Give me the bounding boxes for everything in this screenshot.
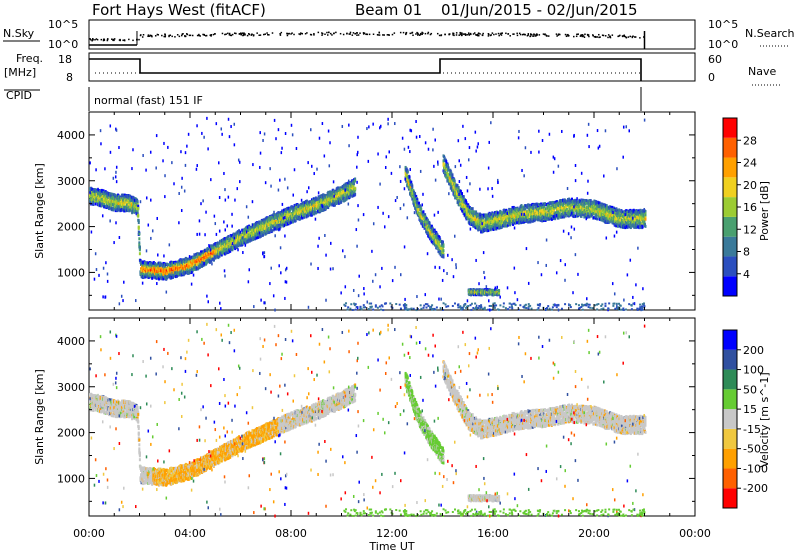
cpid-label: CPID: [6, 89, 32, 102]
beam-label: Beam 01: [355, 1, 422, 19]
colorbar-tick-label: 200: [743, 344, 764, 357]
y-tick-label: 2000: [57, 427, 85, 440]
nsearch-label: N.Search: [745, 27, 795, 40]
power-panel: 1000 2000 3000 4000 Slant Range [km]: [33, 111, 696, 312]
power-ylabel: Slant Range [km]: [33, 163, 46, 259]
velocity-colorbar: 200 100 50 15 -15 -50 -100 -200: [722, 329, 768, 509]
colorbar-tick-label: 28: [743, 134, 757, 147]
x-tick-label: 20:00: [578, 527, 610, 540]
x-tick-label: 00:00: [679, 527, 711, 540]
y-tick-label: 4000: [57, 129, 85, 142]
freq-trace: [89, 58, 642, 81]
x-tick-label: 12:00: [376, 527, 408, 540]
freq-panel: Freq. [MHz] 18 8 60 0 Nave: [4, 52, 782, 86]
nsky-tick-bottom: 10^0: [48, 38, 78, 51]
colorbar-tick-label: 50: [743, 383, 757, 396]
y-tick-label: 3000: [57, 381, 85, 394]
colorbar-tick-label: -15: [743, 423, 761, 436]
nave-label: Nave: [748, 65, 776, 78]
power-colorbar-label: Power [dB]: [758, 181, 771, 241]
station-title: Fort Hays West (fitACF): [92, 1, 266, 19]
colorbar-tick-label: 4: [743, 268, 750, 281]
freq-tick-bottom: 8: [66, 71, 73, 84]
colorbar-tick-label: 24: [743, 157, 757, 170]
noise-trace: [89, 31, 646, 49]
velocity-panel: 1000 2000 3000 4000 Slant Range [km]: [33, 317, 696, 518]
colorbar-tick-label: 20: [743, 179, 757, 192]
velocity-data: [89, 322, 647, 518]
colorbar-tick-label: 8: [743, 246, 750, 259]
nave-tick-top: 60: [708, 53, 722, 66]
freq-label: Freq.: [16, 52, 43, 65]
power-colorbar: 28 24 20 16 12 8 4: [722, 117, 757, 297]
x-tick-label: 16:00: [477, 527, 509, 540]
time-axis: 00:00 04:00 08:00 12:00 16:00 20:00 00:00: [73, 527, 711, 540]
colorbar-tick-label: -50: [743, 443, 761, 456]
nsky-label: N.Sky: [3, 27, 35, 40]
nsearch-tick-top: 10^5: [708, 18, 738, 31]
y-tick-label: 2000: [57, 221, 85, 234]
colorbar-tick-label: -200: [743, 482, 768, 495]
colorbar-tick-label: -100: [743, 462, 768, 475]
nave-tick-bottom: 0: [708, 71, 715, 84]
nsearch-tick-bottom: 10^0: [708, 38, 738, 51]
colorbar-tick-label: 12: [743, 223, 757, 236]
x-tick-label: 04:00: [174, 527, 206, 540]
y-tick-label: 3000: [57, 175, 85, 188]
power-axes: 1000 2000 3000 4000: [57, 112, 696, 310]
velocity-ylabel: Slant Range [km]: [33, 369, 46, 465]
date-range: 01/Jun/2015 - 02/Jun/2015: [441, 1, 638, 19]
nsky-tick-top: 10^5: [48, 18, 78, 31]
x-tick-label: 08:00: [275, 527, 307, 540]
cpid-text: normal (fast) 151 IF: [94, 94, 203, 107]
velocity-axes: 1000 2000 3000 4000: [57, 318, 696, 516]
velocity-colorbar-label: Velocity [m s^-1]: [758, 372, 771, 467]
power-data: [89, 116, 647, 312]
y-tick-label: 4000: [57, 335, 85, 348]
freq-tick-top: 18: [58, 53, 72, 66]
colorbar-tick-label: 15: [743, 403, 757, 416]
noise-panel: N.Sky 10^5 10^0 10^5 10^0 N.Search: [3, 18, 795, 51]
time-axis-label: Time UT: [368, 540, 414, 553]
y-tick-label: 1000: [57, 472, 85, 485]
x-tick-label: 00:00: [73, 527, 105, 540]
colorbar-tick-label: 100: [743, 364, 764, 377]
y-tick-label: 1000: [57, 266, 85, 279]
freq-unit: [MHz]: [4, 66, 36, 79]
colorbar-tick-label: 16: [743, 201, 757, 214]
